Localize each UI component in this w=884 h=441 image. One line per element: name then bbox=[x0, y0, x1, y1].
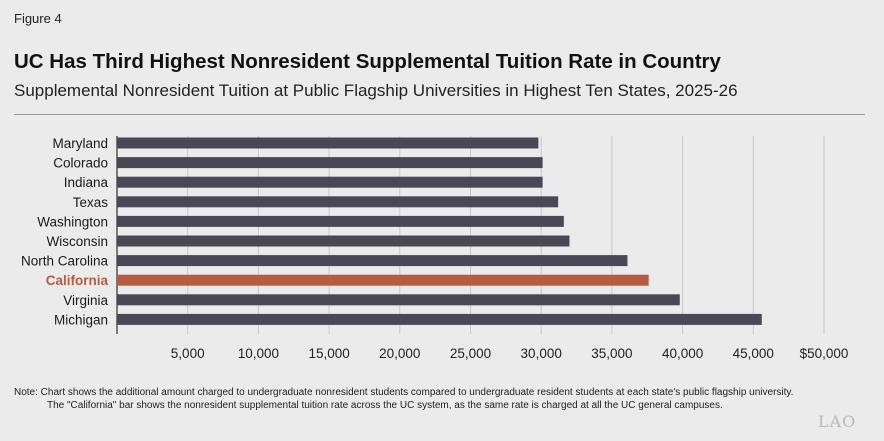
category-label: Maryland bbox=[52, 136, 108, 151]
category-label: Wisconsin bbox=[46, 234, 108, 249]
category-label: California bbox=[46, 273, 109, 288]
x-tick-label: 45,000 bbox=[733, 346, 774, 361]
x-tick-label: $50,000 bbox=[800, 346, 849, 361]
category-label: Texas bbox=[73, 195, 109, 210]
bar-wisconsin bbox=[117, 235, 570, 247]
lao-logo: LAO bbox=[818, 412, 857, 431]
bar-north-carolina bbox=[117, 255, 628, 267]
bar-chart: 5,000 10,000 15,000 20,000 25,000 30,000 35,00… bbox=[21, 136, 849, 361]
note-line-1: Note: Chart shows the additional amount … bbox=[14, 387, 794, 398]
bar-washington bbox=[117, 215, 564, 227]
chart-title: UC Has Third Highest Nonresident Supplem… bbox=[14, 50, 721, 73]
bar-maryland bbox=[117, 137, 539, 149]
x-tick-label: 40,000 bbox=[662, 346, 703, 361]
bar-texas bbox=[117, 196, 559, 208]
x-tick-label: 20,000 bbox=[379, 346, 420, 361]
bar-virginia bbox=[117, 294, 680, 306]
bar-indiana bbox=[117, 176, 543, 188]
chart-subtitle: Supplemental Nonresident Tuition at Publ… bbox=[14, 81, 738, 100]
figure-label: Figure 4 bbox=[14, 11, 62, 26]
x-tick-label: 30,000 bbox=[521, 346, 562, 361]
category-label: North Carolina bbox=[21, 254, 109, 269]
chart-note: Note: Chart shows the additional amount … bbox=[14, 386, 793, 412]
title-divider bbox=[14, 114, 865, 115]
bar-michigan bbox=[117, 313, 762, 325]
note-line-2: The "California" bar shows the nonreside… bbox=[47, 400, 723, 411]
category-label: Washington bbox=[37, 214, 108, 229]
category-label: Indiana bbox=[64, 175, 109, 190]
bar-colorado bbox=[117, 157, 543, 169]
category-label: Virginia bbox=[63, 293, 108, 308]
x-tick-label: 15,000 bbox=[308, 346, 349, 361]
bar-california bbox=[117, 274, 649, 286]
x-tick-label: 35,000 bbox=[591, 346, 632, 361]
category-label: Michigan bbox=[54, 312, 108, 327]
x-tick-label: 25,000 bbox=[450, 346, 491, 361]
category-label: Colorado bbox=[53, 156, 108, 171]
x-tick-label: 5,000 bbox=[171, 346, 205, 361]
x-tick-label: 10,000 bbox=[238, 346, 279, 361]
